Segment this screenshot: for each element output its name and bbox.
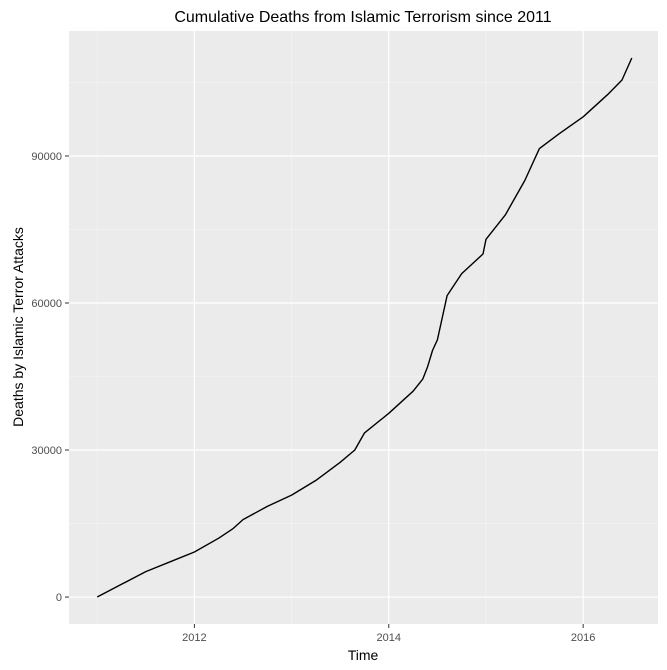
plot-panel [69, 31, 658, 624]
y-tick-label: 0 [56, 592, 62, 604]
series-line-0 [96, 57, 633, 598]
x-tick-label: 2012 [182, 632, 206, 644]
y-tick-label: 90000 [31, 151, 62, 163]
x-tick-label: 2014 [377, 632, 401, 644]
line-layer [96, 57, 633, 598]
chart-title: Cumulative Deaths from Islamic Terrorism… [174, 9, 551, 26]
y-axis-title: Deaths by Islamic Terror Attacks [10, 227, 26, 427]
axis-layer: 2012 2014 2016 0 30000 60000 90000 [31, 151, 595, 644]
y-tick-label: 60000 [31, 298, 62, 310]
x-tick-label: 2016 [571, 632, 595, 644]
y-tick-label: 30000 [31, 445, 62, 457]
x-axis-title: Time [348, 647, 379, 663]
grid-layer [69, 31, 658, 624]
